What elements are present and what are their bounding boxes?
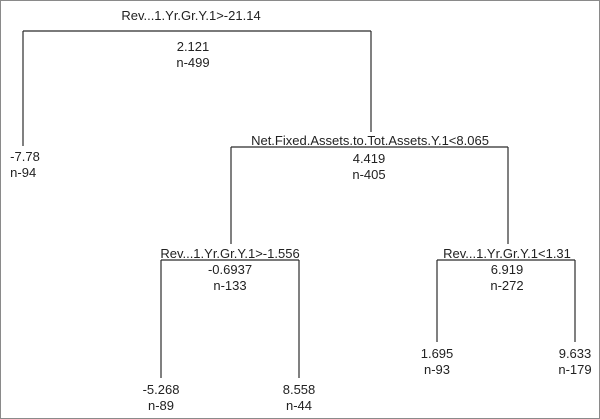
leaf-node-a: -7.78 n-94 — [10, 149, 40, 181]
leaf-node-d1: 1.695 n-93 — [421, 346, 454, 378]
node-d-split-label: Rev...1.Yr.Gr.Y.1<1.31 — [443, 246, 571, 261]
leaf-node-c1: -5.268 n-89 — [143, 382, 180, 414]
node-d-count: n-272 — [490, 278, 524, 293]
root-count: n-499 — [176, 55, 210, 70]
root-value: 2.121 — [176, 39, 210, 54]
node-b-split-label: Net.Fixed.Assets.to.Tot.Assets.Y.1<8.065 — [251, 133, 489, 148]
node-d: 6.919 n-272 — [490, 262, 523, 294]
root-split-label: Rev...1.Yr.Gr.Y.1>-21.14 — [121, 8, 261, 23]
leaf-c2-value: 8.558 — [282, 382, 316, 397]
leaf-node-c2: 8.558 n-44 — [283, 382, 316, 414]
node-b-count: n-405 — [352, 167, 386, 182]
leaf-c1-value: -5.268 — [142, 382, 180, 397]
node-c-split-label: Rev...1.Yr.Gr.Y.1>-1.556 — [160, 246, 300, 261]
node-c: -0.6937 n-133 — [208, 262, 252, 294]
node-b-value: 4.419 — [352, 151, 386, 166]
leaf-c1-count: n-89 — [147, 398, 175, 413]
node-b: 4.419 n-405 — [352, 151, 385, 183]
leaf-d2-count: n-179 — [558, 362, 592, 377]
leaf-a-count: n-94 — [10, 165, 37, 180]
leaf-a-value: -7.78 — [10, 149, 40, 164]
leaf-d1-value: 1.695 — [420, 346, 454, 361]
leaf-d1-count: n-93 — [423, 362, 451, 377]
node-c-value: -0.6937 — [207, 262, 253, 277]
root-node: 2.121 n-499 — [176, 39, 209, 71]
leaf-node-d2: 9.633 n-179 — [558, 346, 591, 378]
node-c-count: n-133 — [213, 278, 247, 293]
leaf-c2-count: n-44 — [285, 398, 313, 413]
node-d-value: 6.919 — [490, 262, 524, 277]
leaf-d2-value: 9.633 — [558, 346, 592, 361]
